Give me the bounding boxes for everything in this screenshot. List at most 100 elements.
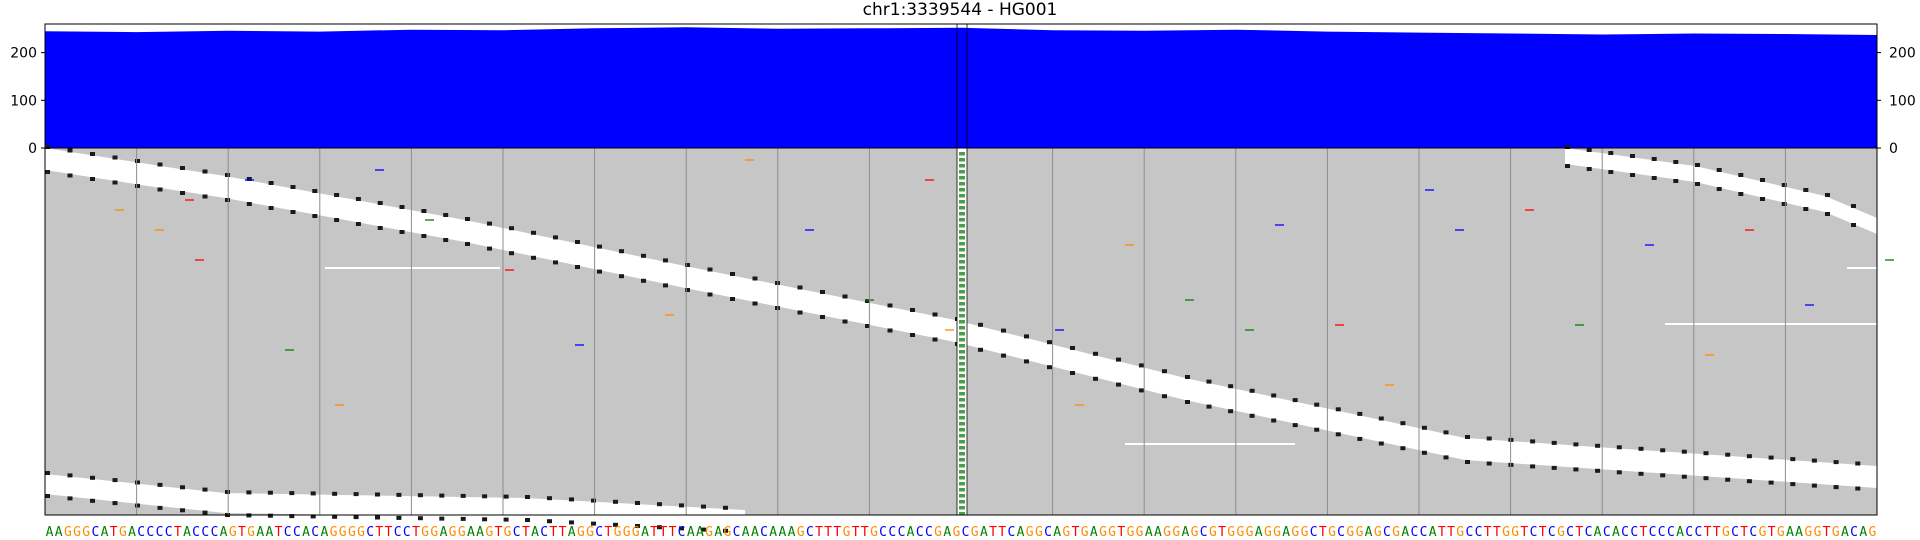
clip-marker xyxy=(180,508,185,513)
clip-marker xyxy=(865,299,870,303)
clip-marker xyxy=(1530,439,1536,444)
clip-marker xyxy=(465,217,470,221)
clip-marker xyxy=(865,324,870,328)
reference-base: T xyxy=(824,525,832,540)
gap-band xyxy=(1565,148,1877,234)
center-column-stripe xyxy=(959,236,965,240)
reference-base: G xyxy=(1301,525,1309,540)
clip-marker xyxy=(679,526,684,531)
reference-base: T xyxy=(833,525,841,540)
clip-marker xyxy=(1206,404,1212,409)
clip-marker xyxy=(90,475,95,480)
clip-marker xyxy=(332,491,338,496)
clip-marker xyxy=(112,478,118,483)
reference-base: G xyxy=(870,525,878,540)
reference-base: A xyxy=(320,525,328,540)
center-column-stripe xyxy=(959,476,965,480)
reference-base: G xyxy=(797,525,805,540)
clip-marker xyxy=(353,492,359,497)
clip-marker xyxy=(225,173,230,177)
clip-marker xyxy=(1271,393,1277,398)
reference-base: G xyxy=(421,525,429,540)
center-column-stripe xyxy=(959,278,965,282)
reference-base: T xyxy=(1438,525,1446,540)
center-column-stripe xyxy=(959,482,965,486)
clip-marker xyxy=(267,513,273,518)
reference-base: A xyxy=(641,525,649,540)
reference-base: A xyxy=(1676,525,1684,540)
clip-marker xyxy=(1630,154,1635,158)
clip-marker xyxy=(910,308,915,312)
reference-base: C xyxy=(192,525,200,540)
clip-marker xyxy=(1573,467,1579,472)
clip-marker xyxy=(1465,460,1470,464)
coverage-panel xyxy=(44,23,1878,149)
center-column-stripe xyxy=(959,296,965,300)
reference-base: T xyxy=(998,525,1006,540)
reference-base: A xyxy=(220,525,228,540)
reference-base: T xyxy=(1447,525,1455,540)
reference-base: A xyxy=(1795,525,1803,540)
clip-marker xyxy=(1616,470,1622,475)
center-column-stripe xyxy=(959,470,965,474)
reference-base: T xyxy=(494,525,502,540)
reference-base: T xyxy=(238,525,246,540)
clip-marker xyxy=(377,201,383,205)
clip-marker xyxy=(334,193,340,197)
reference-base: G xyxy=(1557,525,1565,540)
reference-base: C xyxy=(1585,525,1593,540)
center-column-stripe xyxy=(959,260,965,264)
reference-base: C xyxy=(879,525,887,540)
reference-base: A xyxy=(1053,525,1061,540)
reference-base: G xyxy=(1777,525,1785,540)
reference-base: T xyxy=(604,525,612,540)
clip-marker xyxy=(135,159,140,163)
reference-base: T xyxy=(659,525,667,540)
reference-base: G xyxy=(504,525,512,540)
clip-marker xyxy=(978,322,983,327)
clip-marker xyxy=(1760,178,1765,182)
clip-marker xyxy=(202,169,208,174)
reference-base: A xyxy=(1859,525,1867,540)
clip-marker xyxy=(1725,452,1731,457)
clip-marker xyxy=(267,490,273,495)
clip-marker xyxy=(1530,464,1536,469)
clip-marker xyxy=(1768,455,1774,460)
pileup-panel xyxy=(44,145,1894,533)
clip-marker xyxy=(1001,353,1006,358)
reference-base: T xyxy=(1319,525,1327,540)
center-column-stripe xyxy=(959,344,965,348)
center-column-stripe xyxy=(959,332,965,336)
clip-marker xyxy=(797,310,803,315)
clip-marker xyxy=(1116,382,1121,387)
clip-marker xyxy=(887,328,893,333)
clip-marker xyxy=(443,238,449,242)
reference-base: A xyxy=(1594,525,1602,540)
clip-marker xyxy=(487,221,492,226)
reference-base: C xyxy=(146,525,154,540)
reference-base: G xyxy=(971,525,979,540)
clip-marker xyxy=(1185,375,1190,379)
center-column-stripe xyxy=(959,194,965,198)
center-column-stripe xyxy=(959,314,965,318)
center-column-stripe xyxy=(959,500,965,504)
reference-base: A xyxy=(714,525,722,540)
clip-marker xyxy=(439,516,445,521)
reference-base: C xyxy=(1850,525,1858,540)
clip-marker xyxy=(334,218,340,222)
clip-marker xyxy=(619,249,624,254)
reference-base: C xyxy=(1694,525,1702,540)
clip-marker xyxy=(67,496,73,501)
reference-base: T xyxy=(1823,525,1831,540)
reference-base: T xyxy=(522,525,530,540)
clip-marker xyxy=(613,499,618,504)
clip-marker xyxy=(797,285,803,290)
clip-marker xyxy=(1047,365,1052,370)
reference-base: A xyxy=(1145,525,1153,540)
reference-base: A xyxy=(476,525,484,540)
clip-marker xyxy=(135,184,140,188)
reference-base: G xyxy=(1191,525,1199,540)
reference-base: C xyxy=(137,525,145,540)
clip-marker xyxy=(1781,183,1787,187)
reference-base: A xyxy=(696,525,704,540)
